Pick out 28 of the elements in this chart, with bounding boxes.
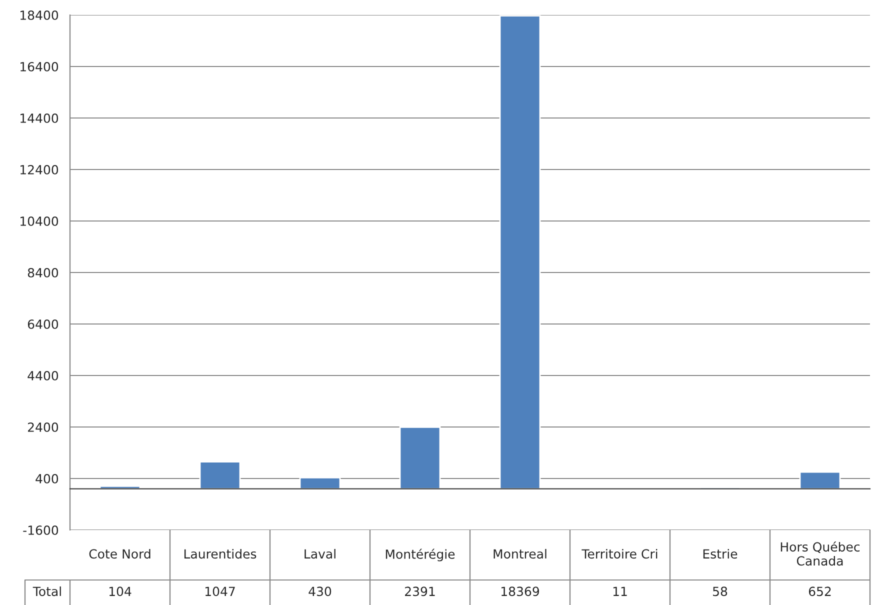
data-label: 58 <box>713 586 728 596</box>
y-tick-label: 8400 <box>28 268 58 278</box>
y-tick-label: 12400 <box>20 164 58 174</box>
data-label: 652 <box>808 586 831 596</box>
y-tick-label: 2400 <box>28 422 58 432</box>
x-tick-label: Laval <box>304 548 336 559</box>
y-tick-label: 4400 <box>28 370 58 380</box>
data-label: 18369 <box>501 586 540 596</box>
y-tick-label: 6400 <box>28 319 58 329</box>
x-tick-label: Estrie <box>703 548 738 559</box>
data-label: 2391 <box>405 586 435 596</box>
data-label: 430 <box>308 586 332 596</box>
y-tick-label: 10400 <box>20 216 58 226</box>
x-tick-label: Montreal <box>494 548 546 559</box>
x-tick-label: Laurentides <box>184 548 256 559</box>
y-tick-label: 14400 <box>20 113 58 123</box>
x-tick-label: Montérégie <box>386 548 455 562</box>
x-tick-label: Territoire Cri <box>582 548 658 559</box>
y-tick-label: 18400 <box>20 10 58 20</box>
text: Total <box>32 586 61 596</box>
x-tick-label: Hors Québec Canada <box>780 541 860 566</box>
data-label: 104 <box>109 586 132 596</box>
y-tick-label: 16400 <box>20 62 58 72</box>
y-tick-label: 400 <box>36 474 58 484</box>
x-tick-label: Cote Nord <box>89 548 150 559</box>
data-label: 11 <box>613 586 627 596</box>
data-label: 1047 <box>205 586 235 596</box>
y-tick-label: -1600 <box>23 525 58 535</box>
